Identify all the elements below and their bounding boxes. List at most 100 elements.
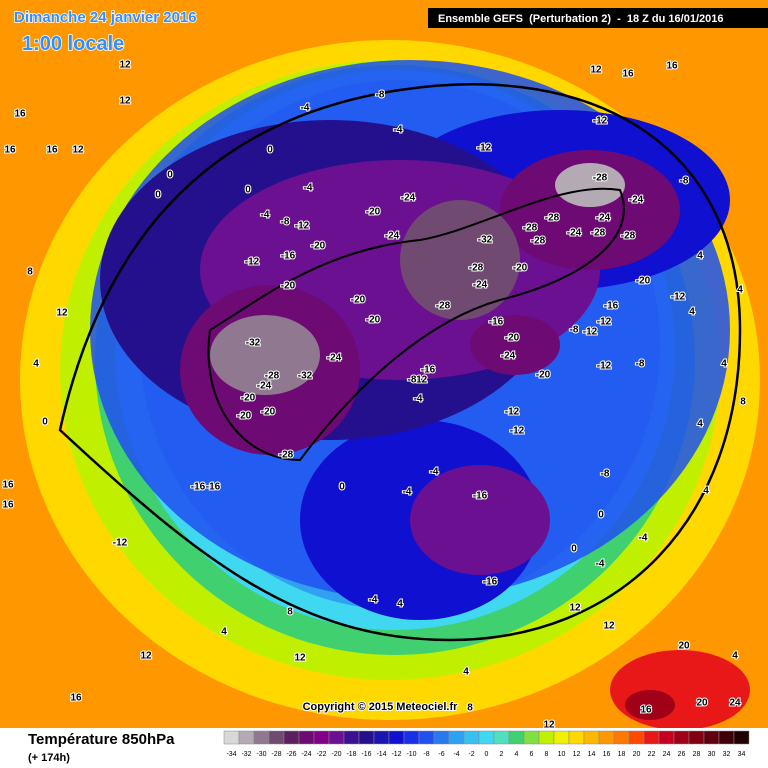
- legend-tick-label: 2: [500, 751, 504, 758]
- legend-swatch: [703, 730, 720, 745]
- run-box: [428, 8, 768, 28]
- contour-label: -20: [366, 315, 381, 326]
- contour-label: -12: [671, 292, 686, 303]
- contour-label: -20: [536, 370, 551, 381]
- contour-label: -12: [597, 361, 612, 372]
- contour-label: 4: [703, 486, 709, 497]
- contour-label: 16: [640, 705, 652, 716]
- contour-label: 16: [70, 693, 82, 704]
- contour-label: 12: [569, 603, 581, 614]
- legend-swatch: [538, 730, 555, 745]
- legend-tick-label: -8: [423, 751, 429, 758]
- legend-tick-label: -24: [301, 751, 311, 758]
- legend-swatch: [238, 730, 255, 745]
- legend-tick-label: -6: [438, 751, 444, 758]
- legend-tick-label: 20: [633, 751, 641, 758]
- contour-label: -8: [570, 325, 579, 336]
- legend-tick-label: -34: [226, 751, 236, 758]
- contour-label: 20: [696, 698, 708, 709]
- legend-swatch: [388, 730, 405, 745]
- legend-swatch: [463, 730, 480, 745]
- legend-swatch: [493, 730, 510, 745]
- contour-label: 12: [590, 65, 602, 76]
- temperature-field: [20, 40, 760, 730]
- legend-tick-label: -14: [376, 751, 386, 758]
- contour-label: -32: [478, 235, 493, 246]
- contour-label: -20: [261, 407, 276, 418]
- contour-label: -4: [304, 183, 313, 194]
- legend-swatch: [418, 730, 435, 745]
- contour-label: -16: [604, 301, 619, 312]
- contour-label: 20: [678, 641, 690, 652]
- contour-label: 4: [221, 627, 227, 638]
- contour-label: 4: [33, 359, 39, 370]
- contour-label: 8: [467, 703, 473, 714]
- contour-label: 0: [267, 145, 273, 156]
- contour-label: 12: [294, 653, 306, 664]
- contour-label: -24: [327, 353, 342, 364]
- contour-label: 4: [737, 285, 743, 296]
- contour-label: 16: [4, 145, 16, 156]
- date-title: Dimanche 24 janvier 2016: [14, 9, 197, 26]
- contour-label: -28: [279, 450, 294, 461]
- contour-label: -24: [257, 381, 272, 392]
- legend-swatch: [643, 730, 660, 745]
- legend-tick-label: 0: [485, 751, 489, 758]
- contour-label: 16: [2, 500, 14, 511]
- contour-label: 12: [119, 60, 131, 71]
- legend-tick-label: -12: [391, 751, 401, 758]
- contour-label: -12: [593, 116, 608, 127]
- legend-swatch: [448, 730, 465, 745]
- contour-label: -12: [113, 538, 128, 549]
- contour-label: -8: [601, 469, 610, 480]
- contour-label: -16: [421, 365, 436, 376]
- contour-label: 16: [622, 69, 634, 80]
- legend-tick-label: -32: [241, 751, 251, 758]
- legend-swatch: [658, 730, 675, 745]
- contour-label: 12: [72, 145, 84, 156]
- contour-label: 4: [721, 359, 727, 370]
- contour-label: 12: [119, 96, 131, 107]
- contour-label: -32: [246, 338, 261, 349]
- contour-label: -4: [414, 394, 423, 405]
- legend-swatch: [688, 730, 705, 745]
- footer-title: Température 850hPa: [28, 731, 175, 748]
- legend-swatch: [628, 730, 645, 745]
- contour-label: 12: [603, 621, 615, 632]
- legend-tick-label: -30: [256, 751, 266, 758]
- contour-label: -28: [591, 228, 606, 239]
- contour-label: -24: [596, 213, 611, 224]
- contour-label: -24: [473, 280, 488, 291]
- contour-label: 4: [732, 651, 738, 662]
- contour-label: -16: [206, 482, 221, 493]
- contour-label: -12: [510, 426, 525, 437]
- copyright: Copyright © 2015 Meteociel.fr: [303, 701, 459, 713]
- legend-tick-label: -28: [271, 751, 281, 758]
- contour-label: 8: [27, 267, 33, 278]
- legend-tick-label: 14: [588, 751, 596, 758]
- legend-swatch: [283, 730, 300, 745]
- legend-swatch: [523, 730, 540, 745]
- legend-swatch: [373, 730, 390, 745]
- legend-tick-label: 6: [530, 751, 534, 758]
- contour-label: -32: [298, 371, 313, 382]
- legend-tick-label: 18: [618, 751, 626, 758]
- legend-swatch: [613, 730, 630, 745]
- contour-label: -28: [531, 236, 546, 247]
- legend-swatch: [553, 730, 570, 745]
- contour-label: -16: [191, 482, 206, 493]
- contour-label: -24: [567, 228, 582, 239]
- contour-label: -4: [369, 595, 378, 606]
- contour-label: 0: [42, 417, 48, 428]
- contour-label: -20: [505, 333, 520, 344]
- contour-label: 0: [167, 170, 173, 181]
- legend-swatch: [298, 730, 315, 745]
- contour-label: -28: [593, 173, 608, 184]
- legend-tick-label: 28: [693, 751, 701, 758]
- color-legend: -34 -32 -30 -28 -26 -24 -22 -20 -18 -16 -14 -12 -10-…: [223, 730, 750, 758]
- legend-tick-label: 32: [723, 751, 731, 758]
- legend-tick-label: -18: [346, 751, 356, 758]
- contour-label: 0: [245, 185, 251, 196]
- legend-swatch: [223, 730, 240, 745]
